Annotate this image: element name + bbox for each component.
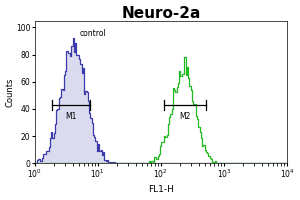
- X-axis label: FL1-H: FL1-H: [148, 185, 174, 194]
- Text: M2: M2: [179, 112, 191, 121]
- Text: control: control: [80, 29, 107, 38]
- Title: Neuro-2a: Neuro-2a: [121, 6, 200, 21]
- Y-axis label: Counts: Counts: [6, 77, 15, 107]
- Text: M1: M1: [65, 112, 77, 121]
